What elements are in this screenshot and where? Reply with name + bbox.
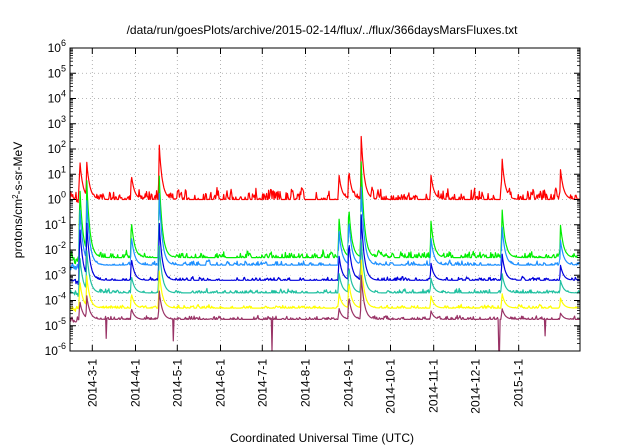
y-tick-label: 10-6 [45, 341, 66, 358]
y-tick-label: 10-3 [45, 265, 66, 282]
y-axis-label-main: protons/cm [11, 199, 25, 258]
y-tick-label: 101 [48, 164, 66, 181]
x-tick-labels: 2014-3-1 2014-4-1 2014-5-1 2014-6-1 2014-7-1… [85, 359, 525, 414]
y-tick-label: 102 [48, 139, 66, 156]
series-line-3 [69, 211, 580, 278]
grid-lines [70, 48, 580, 351]
x-tick-label: 2014-9-1 [342, 359, 356, 407]
x-axis-label: Coordinated Universal Time (UTC) [230, 431, 414, 445]
chart-title: /data/run/goesPlots/archive/2015-02-14/f… [127, 23, 519, 37]
series-line-6 [69, 259, 580, 312]
series-group [69, 135, 581, 352]
series-line-0 [69, 135, 580, 204]
axis-ticks [70, 47, 580, 352]
series-line-1 [69, 161, 580, 265]
y-tick-label: 103 [48, 114, 66, 131]
series-line-2 [69, 186, 581, 271]
x-tick-label: 2014-8-1 [298, 359, 312, 407]
y-axis-label: protons/cm2-s-sr-MeV [11, 142, 26, 258]
x-tick-label: 2014-10-1 [383, 359, 397, 414]
x-tick-label: 2014-11-1 [427, 359, 441, 413]
x-tick-label: 2014-3-1 [85, 359, 99, 407]
x-tick-label: 2014-4-1 [128, 359, 142, 407]
x-tick-label: 2014-6-1 [213, 359, 227, 407]
y-tick-label: 10-5 [45, 316, 66, 333]
series-line-5 [69, 239, 581, 297]
x-tick-label: 2015-1-1 [512, 359, 526, 407]
x-tick-label: 2014-12-1 [468, 359, 482, 414]
y-tick-label: 10-4 [45, 291, 66, 308]
y-tick-label: 106 [48, 38, 66, 55]
y-tick-label: 105 [48, 63, 66, 80]
y-tick-label: 104 [48, 89, 66, 106]
x-tick-label: 2014-5-1 [170, 359, 184, 407]
x-tick-label: 2014-7-1 [255, 359, 269, 407]
series-line-7 [69, 274, 580, 352]
y-tick-labels: 10-6 10-5 10-4 10-3 10-2 10-1 100 101 102 103 104 1… [45, 38, 66, 358]
y-axis-label-rest: -s-sr-MeV [11, 142, 25, 195]
y-tick-label: 100 [48, 190, 66, 207]
series-line-4 [69, 214, 581, 285]
y-tick-label: 10-1 [45, 215, 66, 232]
y-tick-label: 10-2 [45, 240, 66, 257]
y-axis-label-sup: 2 [11, 194, 20, 199]
